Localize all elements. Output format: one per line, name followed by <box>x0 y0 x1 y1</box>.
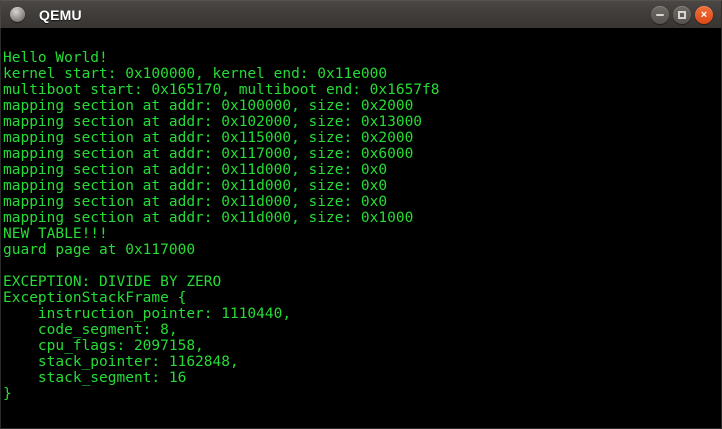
console-line: mapping section at addr: 0x102000, size:… <box>3 114 423 130</box>
console-line: ExceptionStackFrame { <box>3 290 187 306</box>
console-line: kernel start: 0x100000, kernel end: 0x11… <box>3 66 388 82</box>
console-line: mapping section at addr: 0x11d000, size:… <box>3 210 414 226</box>
console-line: mapping section at addr: 0x115000, size:… <box>3 130 414 146</box>
maximize-button[interactable] <box>673 6 691 24</box>
minimize-button[interactable] <box>651 6 669 24</box>
console-line: stack_segment: 16 <box>3 370 187 386</box>
console-line: Hello World! <box>3 50 108 66</box>
close-button[interactable]: × <box>695 6 713 24</box>
console-line: EXCEPTION: DIVIDE BY ZERO <box>3 274 222 290</box>
maximize-icon <box>678 11 686 19</box>
console-line <box>3 258 721 274</box>
qemu-display[interactable]: Hello World! kernel start: 0x100000, kern… <box>0 28 722 429</box>
console-line: mapping section at addr: 0x117000, size:… <box>3 146 414 162</box>
close-icon: × <box>700 8 708 21</box>
console-line: NEW TABLE!!! <box>3 226 108 242</box>
console-line: mapping section at addr: 0x11d000, size:… <box>3 162 388 178</box>
window-title: QEMU <box>39 6 82 23</box>
window-controls: × <box>651 1 713 29</box>
console-line: multiboot start: 0x165170, multiboot end… <box>3 82 440 98</box>
console-line: stack_pointer: 1162848, <box>3 354 239 370</box>
console-line: code_segment: 8, <box>3 322 178 338</box>
console-line: mapping section at addr: 0x11d000, size:… <box>3 194 388 210</box>
minimize-icon <box>656 14 664 16</box>
title-bar[interactable]: QEMU × <box>0 0 722 28</box>
console-line: mapping section at addr: 0x100000, size:… <box>3 98 414 114</box>
console-line: } <box>3 386 12 402</box>
console-output: Hello World! kernel start: 0x100000, kern… <box>1 28 721 402</box>
console-line: cpu_flags: 2097158, <box>3 338 204 354</box>
console-line: instruction_pointer: 1110440, <box>3 306 292 322</box>
console-line: mapping section at addr: 0x11d000, size:… <box>3 178 388 194</box>
console-line: guard page at 0x117000 <box>3 242 196 258</box>
qemu-app-icon <box>10 7 25 22</box>
